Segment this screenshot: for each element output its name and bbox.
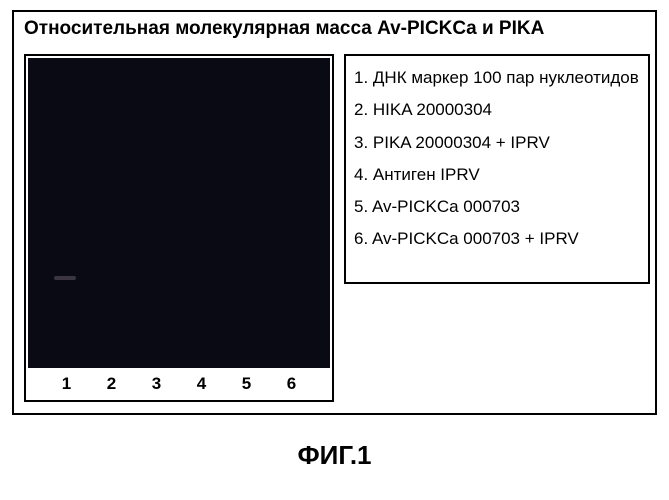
- legend-item: 5. Av-PICKCa 000703: [354, 191, 640, 223]
- lane-number: 4: [197, 374, 206, 394]
- legend-item: 2. HIKA 20000304: [354, 94, 640, 126]
- legend-box: 1. ДНК маркер 100 пар нуклеотидов 2. HIK…: [344, 54, 650, 284]
- lane-number: 3: [152, 374, 161, 394]
- lane-number: 6: [287, 374, 296, 394]
- lane-number: 5: [242, 374, 251, 394]
- legend-item: 1. ДНК маркер 100 пар нуклеотидов: [354, 62, 640, 94]
- figure-panel: Относительная молекулярная масса Av-PICK…: [12, 10, 657, 415]
- legend-item: 6. Av-PICKCa 000703 + IPRV: [354, 223, 640, 255]
- legend-item: 4. Антиген IPRV: [354, 159, 640, 191]
- figure-number-label: ФИГ.1: [0, 440, 669, 471]
- gel-band: [54, 276, 76, 280]
- figure-title: Относительная молекулярная масса Av-PICK…: [24, 18, 544, 40]
- gel-image: [28, 58, 330, 368]
- legend-item: 3. PIKA 20000304 + IPRV: [354, 127, 640, 159]
- gel-frame: 1 2 3 4 5 6: [24, 54, 334, 402]
- lane-number: 1: [62, 374, 71, 394]
- lane-number: 2: [107, 374, 116, 394]
- lane-number-row: 1 2 3 4 5 6: [26, 374, 332, 394]
